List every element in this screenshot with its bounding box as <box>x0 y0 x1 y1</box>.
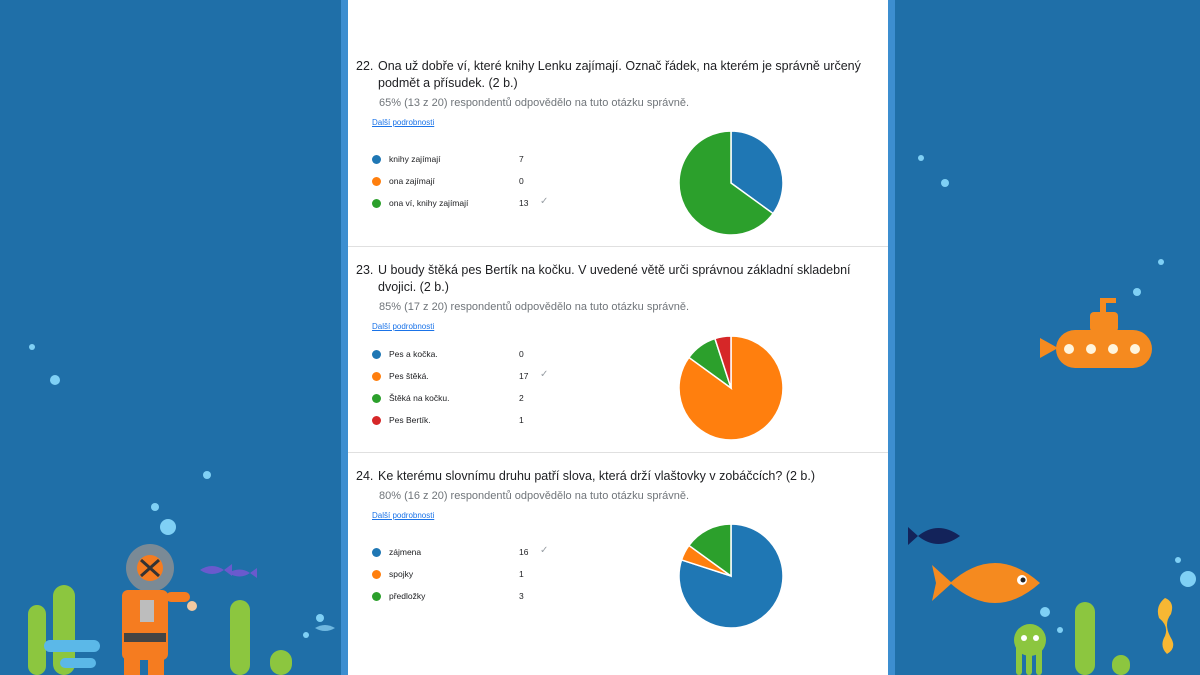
more-details-link[interactable]: Další podrobnosti <box>372 118 435 127</box>
legend-dot-orange <box>372 372 381 381</box>
pie-chart-q24 <box>678 523 784 629</box>
legend-dot-blue <box>372 548 381 557</box>
option-label: Pes Bertík. <box>389 415 431 425</box>
question-number: 23. <box>356 263 374 277</box>
pie-slice <box>713 335 732 389</box>
legend-item: předložky 3 <box>372 589 572 605</box>
option-label: knihy zajímají <box>389 154 441 164</box>
legend-dot-orange <box>372 177 381 186</box>
more-details-link[interactable]: Další podrobnosti <box>372 322 435 331</box>
question-divider <box>348 246 888 247</box>
legend-dot-green <box>372 394 381 403</box>
option-label: Pes štěká. <box>389 371 429 381</box>
option-count: 2 <box>519 393 524 403</box>
correct-check-icon: ✓ <box>540 545 549 556</box>
question-stats: 85% (17 z 20) respondentů odpovědělo na … <box>379 301 690 313</box>
pie-chart-q23 <box>678 335 784 441</box>
option-label: zájmena <box>389 547 422 557</box>
pie-slice <box>687 523 732 578</box>
legend-item: Štěká na kočku. 2 <box>372 391 572 407</box>
option-count: 0 <box>519 349 524 359</box>
octopus-illustration <box>1014 624 1046 675</box>
question-number: 24. <box>356 469 374 483</box>
option-label: Pes a kočka. <box>389 349 438 359</box>
question-number: 22. <box>356 59 374 73</box>
question-text: Ke kterému slovnímu druhu patří slova, k… <box>378 469 815 483</box>
legend-item: Pes a kočka. 0 <box>372 347 572 363</box>
option-count: 0 <box>519 176 524 186</box>
legend-item: ona ví, knihy zajímají 13 ✓ <box>372 196 572 212</box>
more-details-link[interactable]: Další podrobnosti <box>372 511 435 520</box>
option-count: 7 <box>519 154 524 164</box>
option-label: ona zajímají <box>389 176 435 186</box>
option-label: Štěká na kočku. <box>389 393 450 403</box>
legend-dot-green <box>372 199 381 208</box>
question-divider <box>348 452 888 453</box>
legend-dot-blue <box>372 155 381 164</box>
question-text: Ona už dobře ví, které knihy Lenku zajím… <box>378 59 861 90</box>
correct-check-icon: ✓ <box>540 196 549 207</box>
option-label: spojky <box>389 569 414 579</box>
option-count: 1 <box>519 569 524 579</box>
legend-item: Pes Bertík. 1 <box>372 413 572 429</box>
pie-slice <box>730 130 784 215</box>
option-count: 13 <box>519 198 529 208</box>
option-count: 16 <box>519 547 529 557</box>
option-label: ona ví, knihy zajímají <box>389 198 469 208</box>
legend-item: spojky 1 <box>372 567 572 583</box>
legend-dot-blue <box>372 350 381 359</box>
legend-item: ona zajímají 0 <box>372 174 572 190</box>
legend-dot-orange <box>372 570 381 579</box>
submarine-illustration <box>1040 298 1152 368</box>
legend-item: zájmena 16 ✓ <box>372 545 572 561</box>
pie-chart-q22 <box>678 130 784 236</box>
legend-item: knihy zajímají 7 <box>372 152 572 168</box>
question-stats: 80% (16 z 20) respondentů odpovědělo na … <box>379 490 690 502</box>
form-summary-panel[interactable]: 22. Ona už dobře ví, které knihy Lenku z… <box>348 0 888 675</box>
option-count: 17 <box>519 371 529 381</box>
question-text: U boudy štěká pes Bertík na kočku. V uve… <box>378 263 851 294</box>
pie-slice <box>678 130 775 236</box>
legend-dot-green <box>372 592 381 601</box>
legend-item: Pes štěká. 17 ✓ <box>372 369 572 385</box>
option-count: 3 <box>519 591 524 601</box>
legend-dot-red <box>372 416 381 425</box>
correct-check-icon: ✓ <box>540 369 549 380</box>
option-label: předložky <box>389 591 426 601</box>
orange-fish-illustration <box>932 563 1040 603</box>
diver-illustration <box>122 544 197 675</box>
pie-slice <box>678 523 784 629</box>
option-count: 1 <box>519 415 524 425</box>
question-stats: 65% (13 z 20) respondentů odpovědělo na … <box>379 97 690 109</box>
